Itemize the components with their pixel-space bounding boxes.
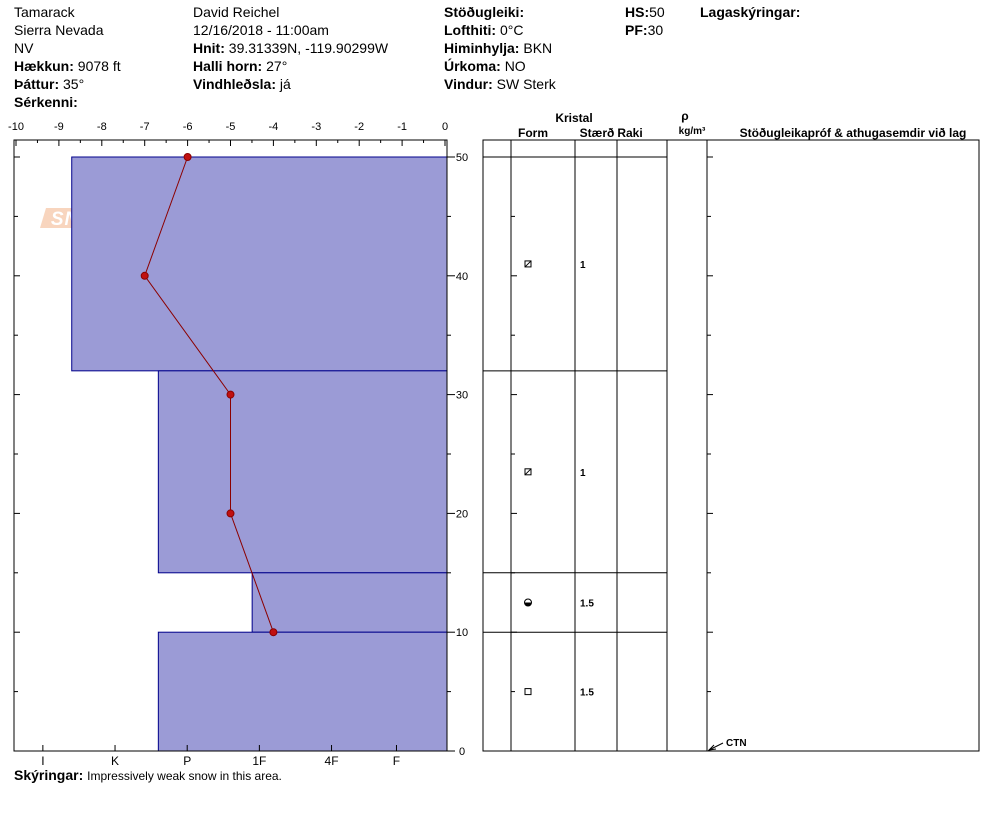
- hardness-bars: [71, 156, 448, 752]
- temp-tick-label: -8: [97, 121, 107, 133]
- grain-size-label: 1: [580, 260, 586, 271]
- grain-form-icon: [524, 468, 532, 476]
- depth-tick-label: 40: [456, 271, 468, 283]
- temperature-profile: [140, 153, 278, 637]
- temp-tick-label: -3: [311, 121, 321, 133]
- layer-rows: 1 1 1.5 1.5: [483, 156, 667, 699]
- hardness-bar-4: [157, 631, 448, 752]
- depth-tick-label: 0: [459, 746, 465, 758]
- coordinates: Hnit: 39.31339N, -119.90299W: [193, 40, 389, 56]
- grain-size-label: 1.5: [580, 688, 594, 699]
- header-col-4: HS:50 PF:30: [625, 3, 665, 39]
- temperature-axis: -10 -9 -8 -7 -6 -5 -4 -3 -2 -1 0: [8, 121, 448, 146]
- depth-tick-label: 20: [456, 508, 468, 520]
- grain-diagonal: [524, 260, 532, 268]
- column-headers: Kristal Form Stærð Raki ρ kg/m³ Stöðugle…: [518, 109, 966, 140]
- hardness-bar-2: [157, 370, 448, 574]
- hardness-tick-label: I: [41, 754, 44, 768]
- stability: Stöðugleiki:: [444, 4, 525, 20]
- stability-result-label: CTN: [726, 738, 747, 749]
- stability-pointer: [708, 742, 724, 751]
- grain-size-label: 1: [580, 468, 586, 479]
- grain-square: [524, 688, 532, 696]
- grain-form-icon: [524, 598, 532, 607]
- state-name: NV: [14, 40, 34, 56]
- density-unit: kg/m³: [679, 126, 706, 137]
- temp-tick-label: -1: [397, 121, 407, 133]
- observer: David Reichel: [193, 4, 280, 20]
- temp-tick-label: -6: [183, 121, 193, 133]
- hardness-axis: I K P 1F 4F F: [41, 745, 400, 768]
- temp-point: [269, 628, 278, 637]
- temp-tick-label: 0: [442, 121, 448, 133]
- grain-square: [524, 260, 532, 268]
- snow-height: HS:50: [625, 4, 665, 20]
- hardness-tick-label: F: [393, 754, 400, 768]
- layer-table: [482, 139, 980, 752]
- density-symbol: ρ: [681, 109, 688, 123]
- temp-tick-label: -10: [8, 121, 24, 133]
- grain-square: [524, 468, 532, 476]
- hardness-bar-3: [251, 572, 448, 633]
- depth-axis: 0 10 20 30 40 50: [14, 152, 713, 758]
- location-name: Tamarack: [14, 4, 75, 20]
- temp-point: [226, 390, 235, 399]
- temp-point: [183, 153, 192, 161]
- sky-cover: Himinhylja: BKN: [444, 40, 553, 56]
- hardness-tick-label: K: [111, 754, 119, 768]
- hardness-bar-1: [71, 156, 448, 372]
- comments: Skýringar: Impressively weak snow in thi…: [14, 767, 282, 783]
- depth-tick-label: 10: [456, 627, 468, 639]
- wind: Vindur: SW Sterk: [444, 76, 556, 92]
- slope-angle: Halli horn: 27°: [193, 58, 288, 74]
- stability-tests-header: Stöðugleikapróf & athugasemdir við lag: [740, 126, 967, 140]
- crystal-header: Kristal: [555, 111, 592, 125]
- depth-tick-label: 50: [456, 152, 468, 164]
- header-col-1: Tamarack Sierra Nevada NV Hækkun: 9078 f…: [14, 3, 121, 111]
- temp-tick-label: -7: [140, 121, 150, 133]
- form-header: Form: [518, 126, 548, 140]
- temp-tick-label: -9: [54, 121, 64, 133]
- hardness-tick-label: P: [183, 754, 191, 768]
- stability-test-marks: CTN: [707, 738, 747, 751]
- range-name: Sierra Nevada: [14, 22, 104, 38]
- temp-point: [226, 509, 235, 518]
- depth-tick-label: 30: [456, 390, 468, 402]
- grain-form-icon: [524, 260, 532, 268]
- hardness-tick-label: 4F: [325, 754, 339, 768]
- grain-size-label: 1.5: [580, 599, 594, 610]
- precipitation: Úrkoma: NO: [444, 58, 526, 74]
- grain-diagonal: [524, 468, 532, 476]
- header-col-3: Stöðugleiki: Lofthiti: 0°C Himinhylja: B…: [444, 3, 556, 93]
- moisture-header: Raki: [617, 126, 642, 140]
- grain-half-fill: [524, 602, 532, 607]
- wind-loading: Vindhleðsla: já: [193, 76, 291, 92]
- temp-tick-label: -4: [269, 121, 279, 133]
- comments-label: Skýringar:: [14, 767, 84, 783]
- foot-penetration: PF:30: [625, 22, 664, 38]
- size-header: Stærð: [580, 126, 615, 140]
- comments-text: Impressively weak snow in this area.: [87, 769, 282, 783]
- aspect: Þáttur: 35°: [14, 76, 85, 92]
- air-temp: Lofthiti: 0°C: [444, 22, 524, 38]
- stability-arrowhead: [707, 744, 717, 751]
- hardness-tick-label: 1F: [252, 754, 266, 768]
- temp-point: [140, 271, 149, 280]
- header-col-2: David Reichel 12/16/2018 - 11:00am Hnit:…: [193, 3, 388, 93]
- grain-form-icon: [524, 688, 532, 696]
- elevation: Hækkun: 9078 ft: [14, 58, 121, 74]
- datetime: 12/16/2018 - 11:00am: [193, 22, 329, 38]
- features: Sérkenni:: [14, 94, 78, 110]
- temp-tick-label: -2: [354, 121, 364, 133]
- layer-notes-label: Lagaskýringar:: [700, 4, 801, 20]
- temp-tick-label: -5: [226, 121, 236, 133]
- layer-table-frame: [482, 139, 980, 752]
